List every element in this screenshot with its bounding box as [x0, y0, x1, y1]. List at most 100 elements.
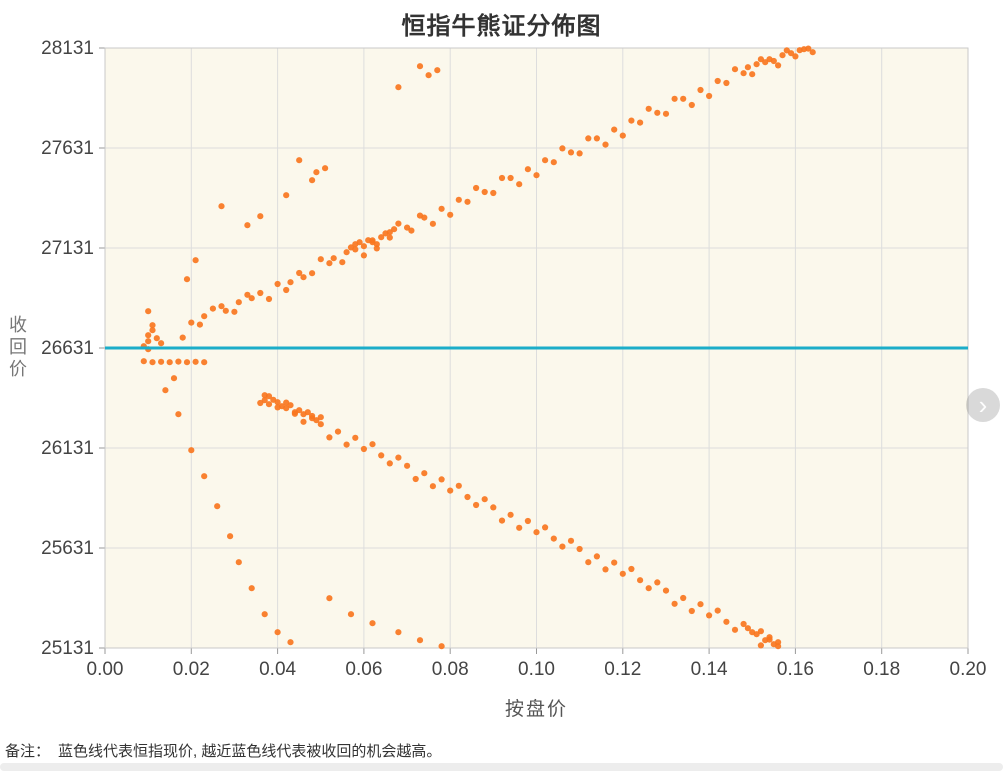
data-point-bull-outliers: [218, 203, 225, 210]
data-point-bull-band: [507, 174, 514, 182]
data-point-near-call-cluster: [158, 358, 165, 365]
data-point-bear-band: [757, 642, 765, 649]
data-point-bull-band: [481, 188, 488, 196]
data-point-bull-outliers: [313, 169, 320, 176]
data-point-near-call-cluster: [145, 308, 152, 315]
data-point-bull-band: [662, 110, 670, 117]
data-point-bull-band: [473, 184, 480, 192]
data-point-bear-band: [576, 545, 583, 553]
data-point-bear-outliers: [170, 375, 178, 382]
data-point-bull-band: [516, 181, 523, 188]
x-tick-label: 0.04: [259, 659, 296, 680]
y-tick-label: 26131: [41, 438, 94, 459]
data-point-bear-band: [473, 501, 480, 509]
data-point-bull-band: [770, 57, 777, 65]
data-point-bull-band: [235, 299, 242, 306]
data-point-bear-band: [542, 524, 549, 531]
data-point-bull-band: [386, 234, 393, 241]
footnote-text: 蓝色线代表恒指现价, 越近蓝色线代表被收回的机会越高。: [58, 743, 442, 760]
data-point-bear-band: [490, 504, 497, 511]
data-point-bear-outliers: [248, 585, 255, 592]
data-point-bear-band: [481, 496, 488, 503]
data-point-bear-band: [438, 476, 445, 483]
data-point-bull-outliers: [395, 84, 402, 91]
data-point-bull-band: [408, 227, 415, 234]
data-point-bear-band: [352, 434, 359, 441]
y-tick-label: 28131: [41, 38, 94, 59]
data-point-bear-band: [654, 579, 661, 586]
data-point-bear-band: [688, 607, 695, 615]
data-point-bull-band: [809, 49, 816, 56]
data-point-bear-band: [697, 601, 704, 608]
data-point-bull-band: [559, 145, 566, 152]
data-point-bull-band: [775, 62, 782, 69]
data-point-bull-band: [654, 109, 661, 116]
data-point-near-call-cluster: [201, 359, 208, 366]
data-point-bull-band: [749, 71, 756, 78]
data-point-bear-band: [766, 634, 773, 641]
data-point-bull-band: [196, 321, 203, 328]
data-point-bear-band: [326, 434, 333, 441]
data-point-bear-band: [567, 537, 575, 544]
data-point-bull-outliers: [296, 157, 303, 164]
data-point-bull-outliers: [192, 257, 199, 264]
data-point-bear-band: [559, 543, 566, 550]
data-point-bear-band: [775, 639, 782, 646]
distribution-chart: 0.00 0.02 0.04 0.06 0.08 0.10 0.12 0.14 0.16 0.18…: [41, 38, 987, 680]
data-point-bull-band: [326, 260, 333, 267]
data-point-bear-band: [753, 631, 760, 638]
y-tick-label: 27631: [41, 138, 94, 159]
data-point-bull-band: [391, 226, 398, 233]
data-point-bull-band: [567, 149, 575, 156]
y-tick-label: 27131: [41, 238, 94, 259]
data-point-bear-band: [334, 428, 342, 435]
data-point-bear-band: [304, 409, 311, 416]
data-point-bull-outliers: [283, 192, 290, 199]
data-point-bear-outliers: [347, 611, 355, 618]
data-point-bear-band: [429, 483, 436, 490]
data-point-bear-outliers: [416, 637, 424, 644]
data-point-bull-band: [360, 243, 367, 250]
data-point-bull-band: [287, 279, 294, 286]
data-point-bull-band: [421, 214, 428, 221]
data-point-bull-band: [248, 295, 255, 302]
data-point-bull-outliers: [416, 63, 424, 70]
data-point-near-call-cluster: [149, 359, 156, 366]
data-point-bear-outliers: [162, 387, 169, 394]
data-point-bull-band: [455, 196, 462, 203]
data-point-bear-band: [369, 441, 376, 448]
carousel-next-button[interactable]: ›: [966, 388, 1000, 422]
data-point-bull-band: [274, 280, 281, 288]
data-point-bear-band: [524, 517, 532, 525]
data-point-bear-band: [313, 417, 320, 424]
x-tick-label: 0.20: [950, 659, 987, 680]
data-point-bull-band: [550, 159, 557, 166]
data-point-bear-band: [343, 441, 350, 448]
data-point-bull-band: [628, 117, 635, 124]
data-point-bull-outliers: [257, 213, 264, 220]
data-point-bull-band: [429, 220, 436, 227]
data-point-bull-band: [464, 198, 471, 205]
data-point-bear-outliers: [395, 629, 402, 636]
x-tick-label: 0.16: [777, 659, 814, 680]
data-point-near-call-cluster: [145, 338, 152, 345]
data-point-bear-outliers: [188, 447, 195, 454]
data-point-bull-band: [352, 246, 359, 253]
data-point-bull-band: [753, 61, 760, 68]
data-point-bull-band: [542, 157, 549, 164]
data-point-bear-band: [507, 511, 514, 518]
data-point-bull-outliers: [309, 177, 316, 184]
data-point-bull-band: [438, 205, 445, 212]
horizontal-scrollbar[interactable]: [0, 763, 1003, 771]
data-point-bear-band: [662, 587, 670, 594]
y-tick-label: 26631: [41, 338, 94, 359]
data-point-bear-band: [455, 482, 462, 489]
data-point-bull-band: [762, 59, 769, 66]
chevron-right-icon: ›: [978, 390, 988, 420]
x-tick-label: 0.10: [518, 659, 555, 680]
data-point-bear-band: [611, 559, 618, 566]
footnote-prefix: 备注：: [5, 743, 51, 760]
data-point-bear-band: [274, 399, 281, 406]
data-point-bear-band: [680, 594, 687, 602]
